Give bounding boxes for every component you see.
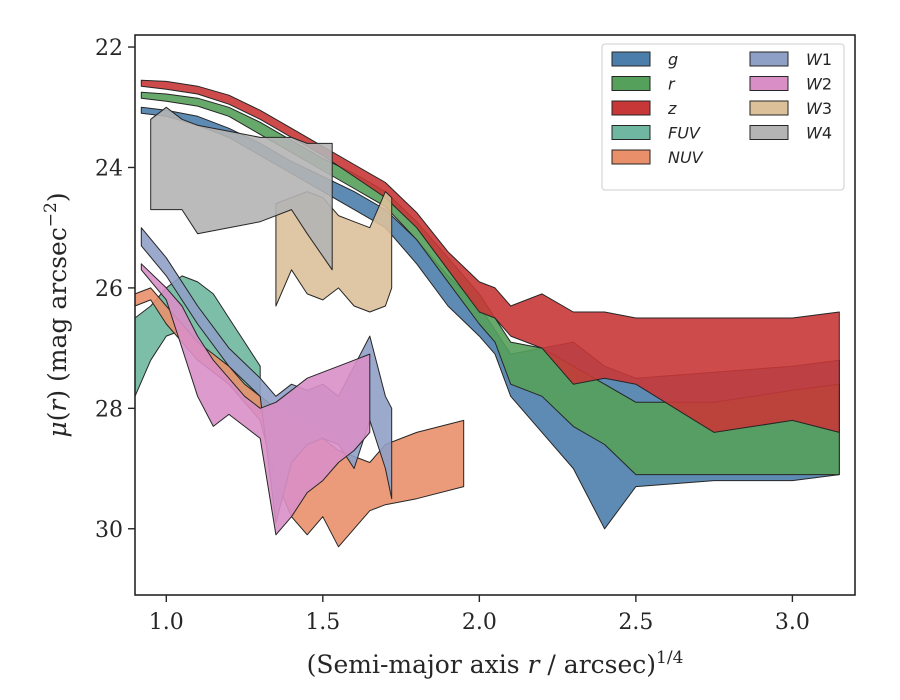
series-layer: [134, 79, 840, 548]
legend-swatch-fuv: [611, 125, 651, 140]
x-tick-label: 1.0: [149, 610, 184, 635]
legend-label-r: r: [668, 75, 676, 94]
series-band-w1: [140, 227, 393, 524]
legend-swatch-w1: [749, 51, 789, 67]
legend-swatch-r: [611, 76, 651, 91]
y-axis: 22 24 26 28 30: [95, 36, 135, 543]
x-tick-label: 1.5: [305, 610, 340, 635]
legend-label-w3: W3: [806, 99, 832, 118]
legend-label-w4: W4: [806, 124, 832, 143]
y-tick-label: 30: [95, 518, 123, 543]
legend: grz FUV NUV W1 W2 W3 W4: [601, 43, 845, 191]
x-tick-label: 3.0: [775, 610, 810, 635]
legend-swatch-z: [611, 100, 651, 116]
legend-swatch-nuv: [611, 149, 651, 165]
y-tick-label: 24: [95, 156, 123, 181]
x-axis-title: (Semi-major axis r / arcsec)1/4: [307, 648, 684, 679]
x-axis: 1.0 1.5 2.0 2.5 3.0: [149, 595, 810, 635]
legend-label-w1: W1: [806, 50, 832, 69]
y-tick-label: 28: [95, 397, 123, 422]
legend-swatch-w3: [749, 100, 789, 116]
y-axis-title: μ(r) (mag arcsec−2): [41, 192, 72, 437]
y-tick-label: 26: [95, 277, 123, 302]
legend-swatch-w2: [749, 76, 789, 91]
legend-label-nuv: NUV: [668, 148, 704, 167]
x-tick-label: 2.0: [462, 610, 497, 635]
legend-swatch-w4: [749, 125, 789, 140]
plot-frame: [134, 34, 856, 596]
y-tick-label: 22: [95, 36, 123, 61]
legend-swatch-g: [611, 51, 651, 67]
legend-label-z: z: [667, 99, 677, 118]
series-band-w2: [140, 263, 371, 536]
series-band-w4: [150, 106, 333, 271]
legend-label-g: g: [668, 50, 678, 69]
legend-label-w2: W2: [806, 75, 832, 94]
x-tick-label: 2.5: [618, 610, 653, 635]
legend-label-fuv: FUV: [668, 124, 701, 143]
